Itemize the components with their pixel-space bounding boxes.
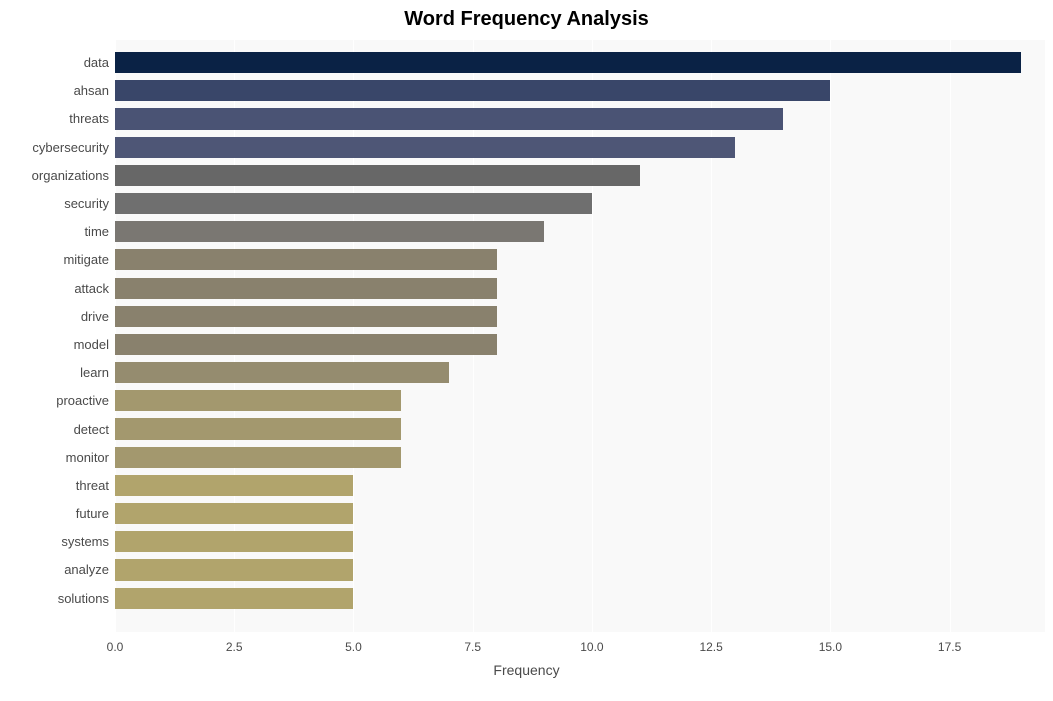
y-tick-label: analyze [64, 562, 109, 577]
gridline [950, 40, 951, 632]
bar [115, 475, 353, 496]
bar [115, 221, 544, 242]
y-tick-label: model [74, 337, 109, 352]
y-tick-label: future [76, 506, 109, 521]
bar [115, 531, 353, 552]
x-tick-label: 0.0 [107, 640, 124, 654]
gridline [830, 40, 831, 632]
x-tick-label: 7.5 [464, 640, 481, 654]
chart-title: Word Frequency Analysis [0, 8, 1053, 31]
bar [115, 306, 497, 327]
y-tick-label: detect [74, 422, 109, 437]
y-tick-label: data [84, 55, 109, 70]
bar [115, 80, 830, 101]
y-tick-label: monitor [66, 450, 109, 465]
y-tick-label: threats [69, 111, 109, 126]
y-tick-label: systems [61, 534, 109, 549]
bar [115, 249, 497, 270]
x-tick-label: 15.0 [819, 640, 842, 654]
bar [115, 362, 449, 383]
bar [115, 165, 640, 186]
bar [115, 278, 497, 299]
bar [115, 503, 353, 524]
bar [115, 108, 783, 129]
bar [115, 193, 592, 214]
bar [115, 418, 401, 439]
y-tick-label: learn [80, 365, 109, 380]
x-tick-label: 10.0 [580, 640, 603, 654]
y-tick-label: attack [74, 281, 109, 296]
y-tick-label: security [64, 196, 109, 211]
bar [115, 447, 401, 468]
bar [115, 588, 353, 609]
y-tick-label: time [84, 224, 109, 239]
y-tick-label: ahsan [74, 83, 109, 98]
y-tick-label: drive [81, 309, 109, 324]
y-tick-label: cybersecurity [32, 140, 109, 155]
y-tick-label: mitigate [63, 252, 109, 267]
y-tick-label: threat [76, 478, 109, 493]
y-tick-label: organizations [32, 168, 109, 183]
x-tick-label: 5.0 [345, 640, 362, 654]
x-tick-label: 12.5 [699, 640, 722, 654]
bar [115, 334, 497, 355]
y-tick-label: solutions [58, 591, 109, 606]
bar [115, 559, 353, 580]
x-axis-title: Frequency [0, 662, 1053, 678]
bar [115, 390, 401, 411]
bar [115, 137, 735, 158]
x-tick-label: 17.5 [938, 640, 961, 654]
bar [115, 52, 1021, 73]
y-tick-label: proactive [56, 393, 109, 408]
word-frequency-chart: Word Frequency Analysis dataahsanthreats… [0, 0, 1053, 701]
x-tick-label: 2.5 [226, 640, 243, 654]
